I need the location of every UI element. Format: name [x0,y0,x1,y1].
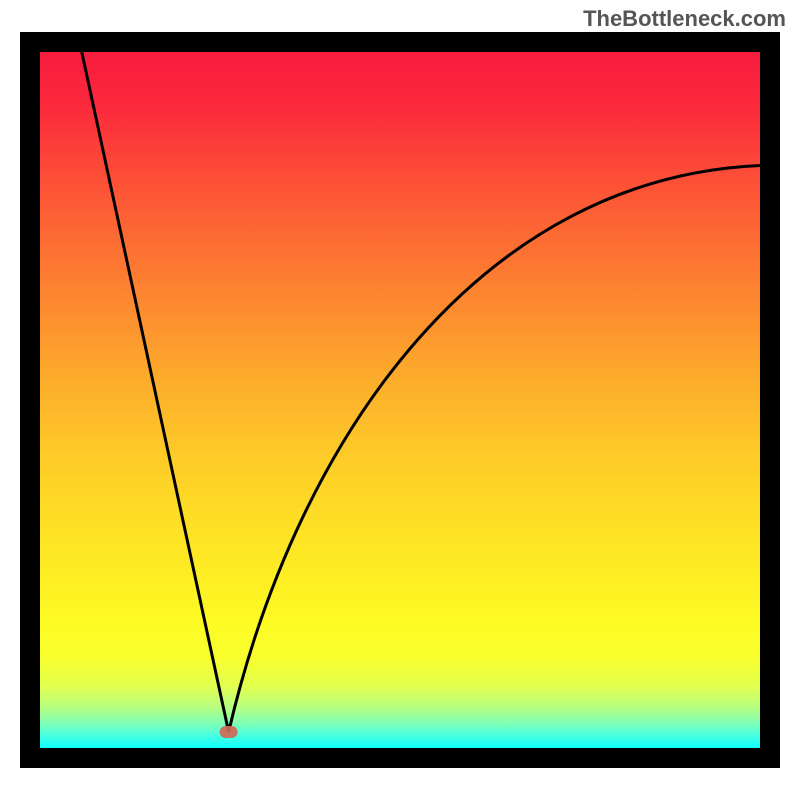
frame-top [20,32,780,52]
chart-container: TheBottleneck.com [0,0,800,800]
bottleneck-curve [82,52,760,732]
vertex-marker [220,726,238,738]
frame-right [760,32,780,768]
frame-left [20,32,40,768]
gradient-background [40,52,760,748]
frame-bottom [20,748,780,768]
plot-area [40,52,760,748]
watermark-text: TheBottleneck.com [583,6,786,32]
curve-layer [40,52,760,748]
